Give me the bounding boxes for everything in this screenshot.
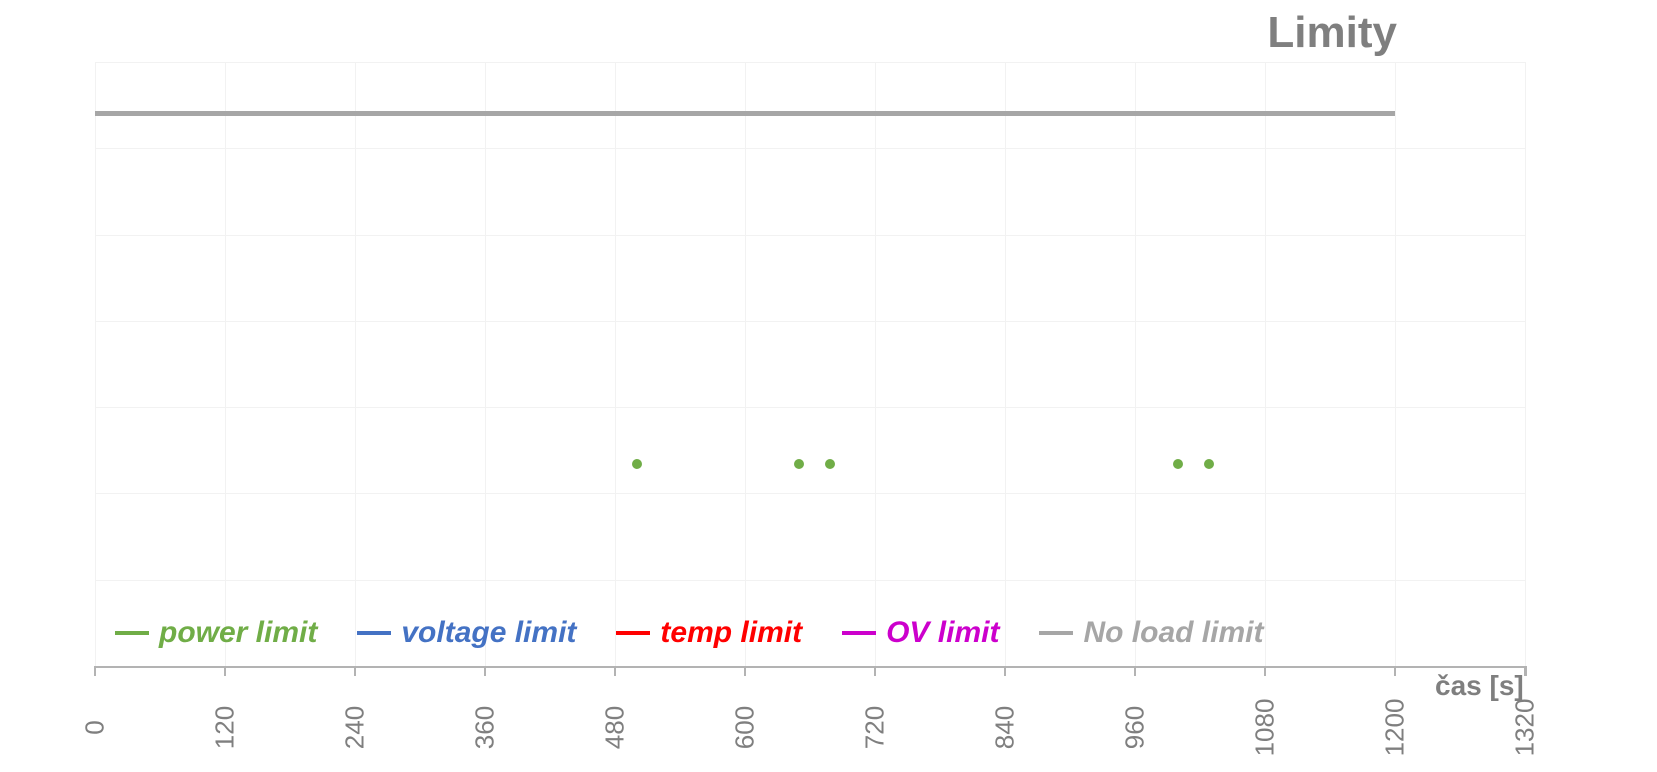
pctuning-logo-svg: PC tuning <box>1554 734 1644 772</box>
v-gridline <box>1265 62 1266 666</box>
no-load-limit-line <box>95 111 1395 116</box>
x-tick <box>354 666 356 676</box>
x-tick-label: 1080 <box>1250 688 1281 768</box>
x-tick <box>1264 666 1266 676</box>
legend-dash-icon <box>1039 631 1073 635</box>
v-gridline <box>95 62 96 666</box>
x-tick <box>874 666 876 676</box>
x-tick <box>224 666 226 676</box>
legend-label: No load limit <box>1083 616 1263 650</box>
x-tick-label: 1320 <box>1510 688 1541 768</box>
x-tick-label: 960 <box>1120 688 1151 768</box>
chart-container: Limity čas [s] power limitvoltage limitt… <box>0 0 1657 772</box>
h-gridline <box>95 235 1525 236</box>
power-limit-point <box>1173 459 1183 469</box>
v-gridline <box>485 62 486 666</box>
plot-area <box>95 62 1525 666</box>
h-gridline <box>95 493 1525 494</box>
legend-dash-icon <box>115 631 149 635</box>
legend-label: OV limit <box>886 616 999 650</box>
power-limit-point <box>794 459 804 469</box>
x-tick <box>1004 666 1006 676</box>
v-gridline <box>1135 62 1136 666</box>
legend-item: voltage limit <box>357 616 576 650</box>
legend-item: power limit <box>115 616 317 650</box>
x-tick-label: 240 <box>340 688 371 768</box>
legend-dash-icon <box>616 631 650 635</box>
x-tick-label: 480 <box>600 688 631 768</box>
h-gridline <box>95 321 1525 322</box>
v-gridline <box>615 62 616 666</box>
legend-dash-icon <box>842 631 876 635</box>
v-gridline <box>225 62 226 666</box>
v-gridline <box>1395 62 1396 666</box>
v-gridline <box>875 62 876 666</box>
h-gridline <box>95 62 1525 63</box>
x-tick-label: 840 <box>990 688 1021 768</box>
power-limit-point <box>1204 459 1214 469</box>
x-tick-label: 600 <box>730 688 761 768</box>
x-tick <box>94 666 96 676</box>
legend-dash-icon <box>357 631 391 635</box>
v-gridline <box>745 62 746 666</box>
v-gridline <box>1525 62 1526 666</box>
x-tick-label: 0 <box>80 688 111 768</box>
h-gridline <box>95 148 1525 149</box>
legend-item: temp limit <box>616 616 802 650</box>
chart-title: Limity <box>1267 8 1397 58</box>
h-gridline <box>95 580 1525 581</box>
v-gridline <box>355 62 356 666</box>
power-limit-point <box>632 459 642 469</box>
legend-item: OV limit <box>842 616 999 650</box>
x-tick-label: 720 <box>860 688 891 768</box>
h-gridline <box>95 407 1525 408</box>
legend-label: power limit <box>159 616 317 650</box>
legend-label: temp limit <box>660 616 802 650</box>
v-gridline <box>1005 62 1006 666</box>
x-tick <box>744 666 746 676</box>
power-limit-point <box>825 459 835 469</box>
x-axis-line <box>95 666 1525 668</box>
x-tick <box>1134 666 1136 676</box>
x-tick <box>484 666 486 676</box>
x-tick <box>1394 666 1396 676</box>
x-tick <box>1524 666 1526 676</box>
legend-label: voltage limit <box>401 616 576 650</box>
x-tick-label: 360 <box>470 688 501 768</box>
legend: power limit voltage limit temp limit OV lim… <box>115 616 1303 650</box>
x-tick-label: 1200 <box>1380 688 1411 768</box>
legend-item: No load limit <box>1039 616 1263 650</box>
watermark-logo: PC tuning <box>1554 734 1649 772</box>
x-tick-label: 120 <box>210 688 241 768</box>
x-tick <box>614 666 616 676</box>
